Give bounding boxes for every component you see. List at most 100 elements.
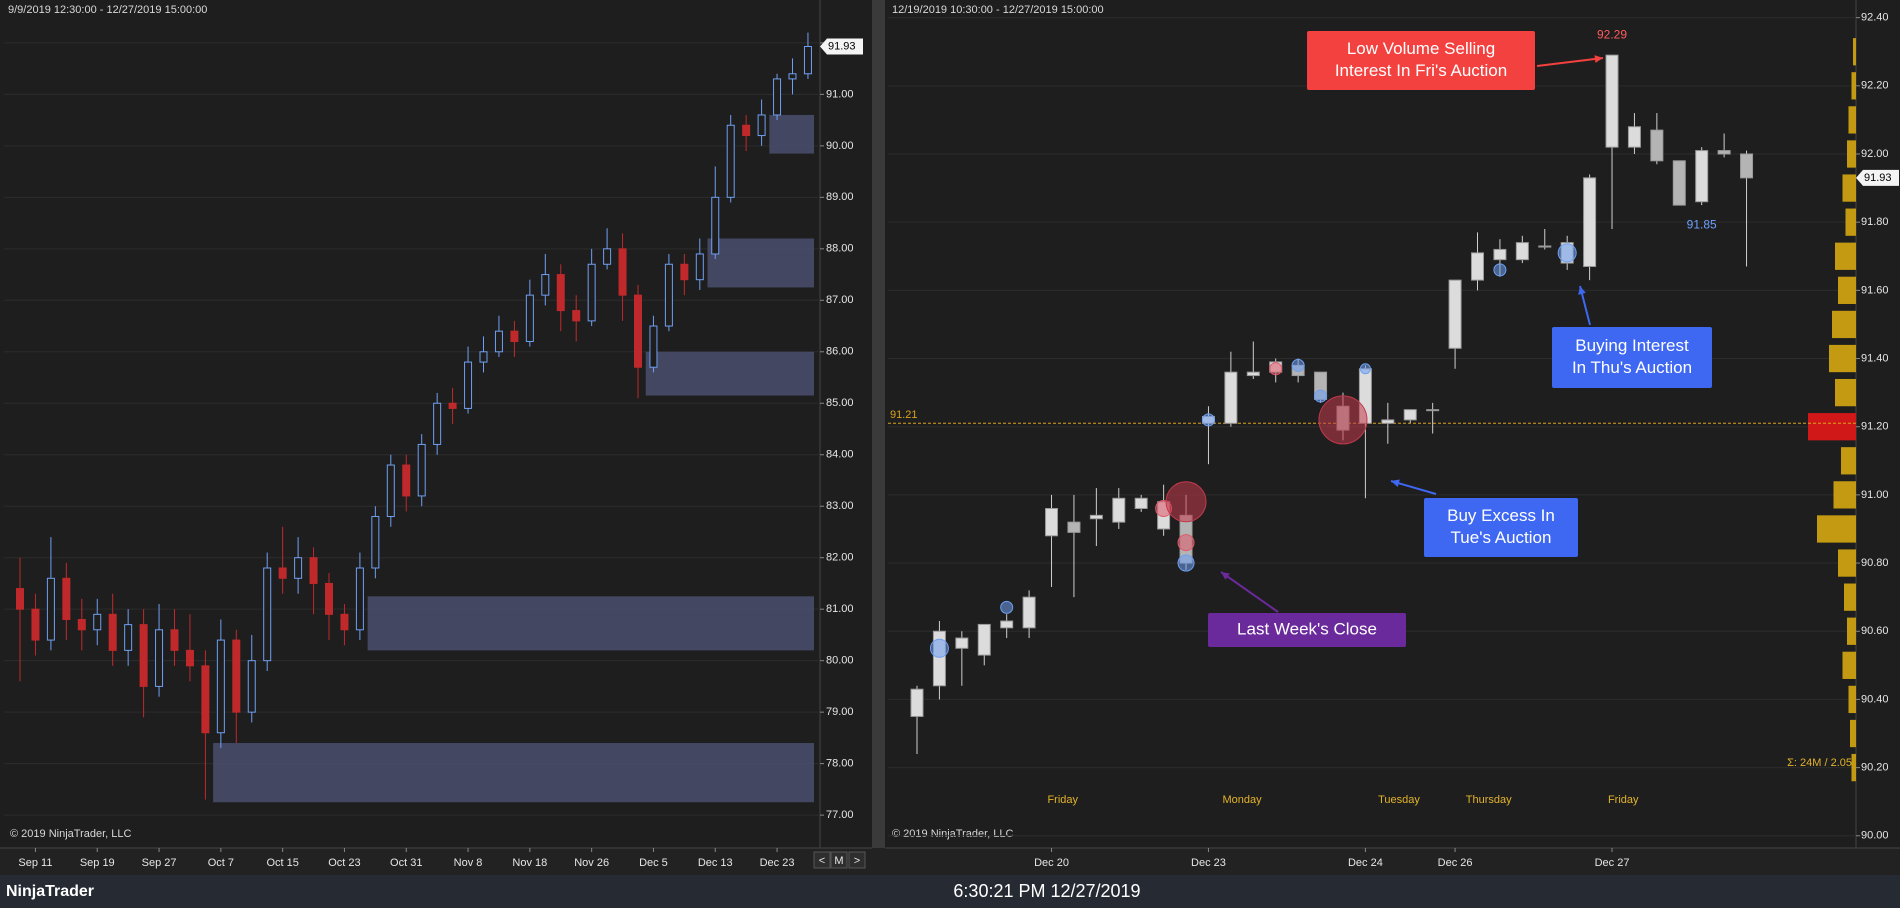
annotation-text: Last Week's Close bbox=[1237, 619, 1377, 638]
nav-button[interactable] bbox=[848, 851, 866, 869]
order-bubble bbox=[1493, 263, 1507, 277]
x-tick-label: Nov 8 bbox=[454, 857, 483, 869]
y-tick-label: 89.00 bbox=[826, 191, 854, 203]
x-tick-label: Oct 23 bbox=[328, 857, 360, 869]
candle-body bbox=[510, 330, 519, 342]
y-tick-label: 82.00 bbox=[826, 552, 854, 564]
chart-header: 9/9/2019 12:30:00 - 12/27/2019 15:00:00 bbox=[8, 4, 207, 16]
annotation-box bbox=[1307, 31, 1535, 90]
candle-body bbox=[757, 114, 766, 137]
session-label: Thursday bbox=[1466, 794, 1512, 806]
y-tick-label: 79.00 bbox=[826, 706, 854, 718]
candle-body bbox=[1493, 248, 1507, 261]
zone bbox=[213, 743, 814, 803]
candle-body bbox=[1627, 126, 1641, 148]
candle-body bbox=[1246, 371, 1260, 377]
charts: 9/9/2019 12:30:00 - 12/27/2019 15:00:00 ©… bbox=[4, 4, 1899, 869]
candle-body bbox=[773, 78, 782, 116]
price-label: 91.85 bbox=[1687, 217, 1717, 231]
candle-body bbox=[479, 351, 488, 363]
annotation-text: Low Volume Selling bbox=[1347, 39, 1495, 58]
volume-profile-bar bbox=[1838, 276, 1856, 304]
copyright: © 2019 NinjaTrader, LLC bbox=[10, 828, 131, 840]
y-tick-label: 90.80 bbox=[1861, 557, 1889, 569]
y-tick-label: 84.00 bbox=[826, 449, 854, 461]
candle-body bbox=[1538, 245, 1552, 248]
candle-body bbox=[955, 637, 969, 649]
volume-profile-bar bbox=[1817, 515, 1856, 543]
candle-body bbox=[1426, 409, 1440, 412]
y-tick-label: 90.00 bbox=[1861, 830, 1889, 842]
candle-body bbox=[216, 639, 225, 734]
x-tick-label: Dec 23 bbox=[760, 857, 795, 869]
nav-button[interactable] bbox=[813, 851, 831, 869]
session-label: Tuesday bbox=[1378, 794, 1420, 806]
candle-body bbox=[1403, 409, 1417, 421]
candle-body bbox=[417, 443, 426, 497]
candle-body bbox=[139, 624, 148, 687]
candle-body bbox=[340, 613, 349, 631]
candle-body bbox=[155, 629, 164, 687]
candle-body bbox=[1448, 279, 1462, 349]
nav-label[interactable]: < bbox=[819, 855, 825, 867]
candle-body bbox=[278, 567, 287, 579]
zone bbox=[707, 238, 814, 288]
clock: 6:30:21 PM 12/27/2019 bbox=[953, 881, 1140, 901]
session-label: Friday bbox=[1047, 794, 1078, 806]
candle-body bbox=[910, 688, 924, 717]
volume-profile-bar bbox=[1845, 208, 1856, 236]
arrow-head bbox=[1221, 572, 1230, 580]
order-bubble bbox=[1557, 243, 1577, 263]
volume-profile-bar bbox=[1829, 344, 1856, 373]
candle-body bbox=[556, 274, 565, 312]
candle-body bbox=[726, 124, 735, 198]
volume-profile-bar bbox=[1835, 378, 1856, 407]
arrow-head bbox=[1391, 479, 1400, 488]
y-tick-label: 91.00 bbox=[1861, 489, 1889, 501]
order-bubble bbox=[1165, 481, 1207, 523]
candle-body bbox=[1471, 252, 1484, 281]
annotation-text: Interest In Fri's Auction bbox=[1335, 61, 1507, 80]
annotation-arrow bbox=[1220, 571, 1279, 613]
volume-profile-bar bbox=[1833, 481, 1856, 509]
order-bubble bbox=[1000, 600, 1014, 614]
candle-body bbox=[433, 402, 442, 445]
nav-button[interactable] bbox=[830, 851, 848, 869]
profile-summary: Σ: 24M / 2.05 bbox=[1787, 757, 1852, 769]
nav-label[interactable]: > bbox=[854, 855, 860, 867]
order-bubble bbox=[1359, 363, 1371, 375]
candle-body bbox=[355, 567, 364, 631]
y-tick-label: 90.40 bbox=[1861, 693, 1889, 705]
candle-body bbox=[325, 582, 333, 615]
candle-body bbox=[541, 274, 550, 296]
volume-profile-bar bbox=[1835, 242, 1856, 270]
volume-profile-bar bbox=[1851, 72, 1856, 100]
y-tick-label: 92.40 bbox=[1861, 12, 1889, 24]
candle-body bbox=[46, 577, 55, 641]
candle-body bbox=[1650, 129, 1664, 162]
y-tick-label: 87.00 bbox=[826, 294, 854, 306]
last-price-label: 91.93 bbox=[828, 40, 856, 52]
order-bubble bbox=[1177, 534, 1195, 552]
candle-body bbox=[31, 608, 40, 641]
candle-body bbox=[1045, 508, 1059, 537]
x-tick-label: Dec 27 bbox=[1595, 857, 1630, 869]
volume-profile-bar bbox=[1844, 583, 1856, 611]
y-tick-label: 91.80 bbox=[1861, 216, 1889, 228]
y-tick-label: 85.00 bbox=[826, 397, 854, 409]
nav-label[interactable]: M bbox=[834, 855, 843, 867]
candle-body bbox=[77, 618, 86, 631]
volume-profile-bar bbox=[1851, 753, 1856, 782]
order-bubble bbox=[1291, 358, 1305, 372]
annotation-arrow bbox=[1536, 57, 1604, 67]
candle-body bbox=[572, 310, 581, 322]
candle-body bbox=[464, 361, 473, 409]
candle-body bbox=[803, 45, 812, 75]
annotation-box bbox=[1552, 327, 1712, 388]
volume-profile-bar bbox=[1808, 413, 1856, 441]
volume-profile-bar bbox=[1842, 651, 1856, 679]
candle-body bbox=[185, 649, 194, 667]
annotation-text: Buy Excess In bbox=[1447, 506, 1555, 525]
y-tick-label: 91.60 bbox=[1861, 284, 1889, 296]
